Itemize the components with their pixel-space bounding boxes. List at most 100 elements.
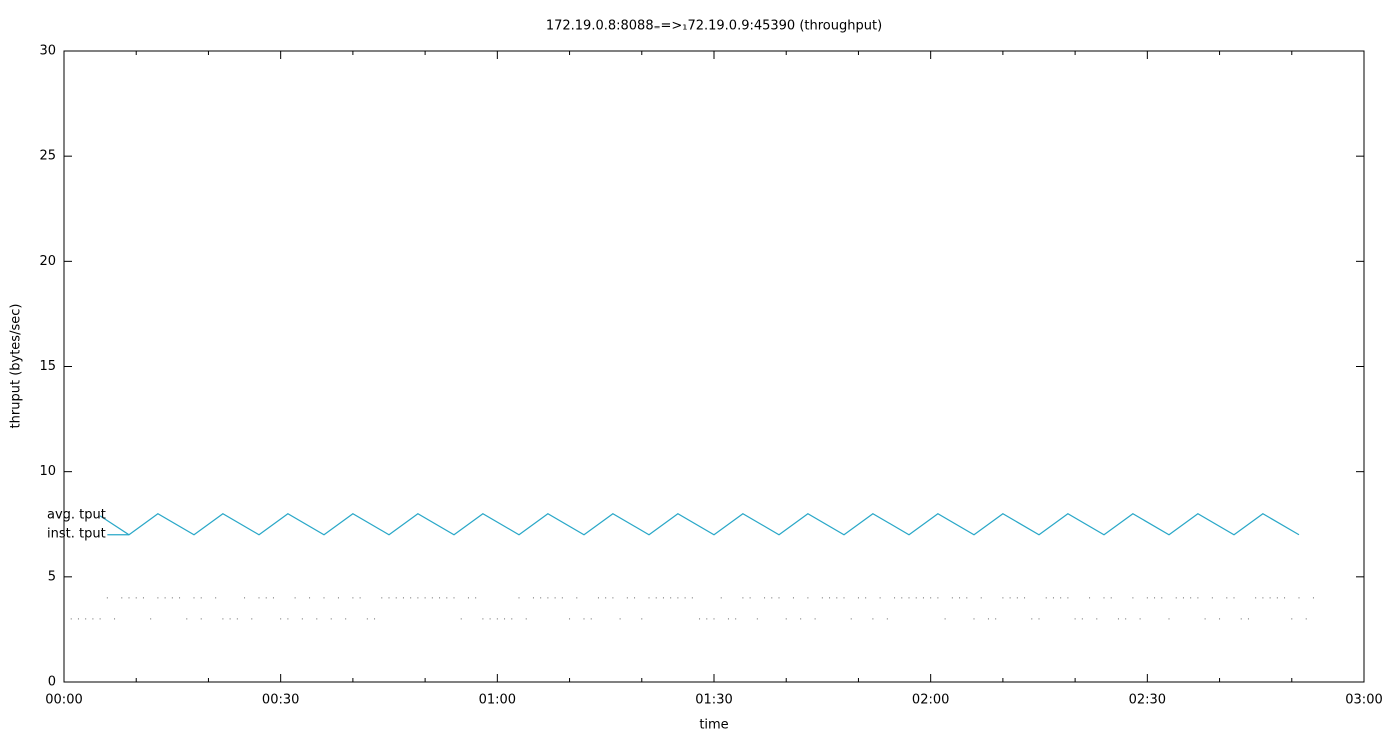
x-axis-label: time [699,718,728,733]
data-point [171,597,173,599]
data-point [1247,618,1249,620]
data-point [164,597,166,599]
data-point [460,618,462,620]
data-point [1298,597,1300,599]
data-point [114,618,116,620]
data-point [807,597,809,599]
data-point [554,597,556,599]
data-point [576,597,578,599]
data-point [836,597,838,599]
y-tick-label: 30 [39,44,56,59]
data-point [294,597,296,599]
x-tick-label: 03:00 [1345,693,1382,708]
data-point [1103,597,1105,599]
data-point [1110,597,1112,599]
data-point [655,597,657,599]
data-point [894,597,896,599]
data-point [200,618,202,620]
data-point [1117,618,1119,620]
data-point [951,597,953,599]
series-label: avg. tput [47,507,106,522]
data-point [330,618,332,620]
data-point [424,597,426,599]
data-point [727,618,729,620]
series-label: inst. tput [47,526,106,541]
chart-title: 172.19.0.8:8088₌=>₁72.19.0.9:45390 (thro… [546,19,882,34]
data-point [1168,618,1170,620]
data-point [843,597,845,599]
data-point [684,597,686,599]
data-point [1226,597,1228,599]
data-point [1146,597,1148,599]
data-point [1190,597,1192,599]
data-point [980,597,982,599]
data-point [532,597,534,599]
data-point [150,618,152,620]
data-point [186,618,188,620]
data-point [1211,597,1213,599]
data-point [1096,618,1098,620]
data-point [142,597,144,599]
data-point [352,597,354,599]
data-point [1291,618,1293,620]
data-point [713,618,715,620]
data-point [792,597,794,599]
data-point [121,597,123,599]
data-point [1204,618,1206,620]
data-point [99,618,101,620]
data-point [251,618,253,620]
data-point [345,618,347,620]
data-point [605,597,607,599]
data-point [410,597,412,599]
data-point [1081,618,1083,620]
data-point [1074,618,1076,620]
data-point [359,597,361,599]
data-point [720,597,722,599]
data-point [872,618,874,620]
data-point [453,597,455,599]
data-point [258,597,260,599]
data-point [309,597,311,599]
data-point [482,618,484,620]
data-point [193,597,195,599]
data-point [439,597,441,599]
data-point [699,618,701,620]
data-point [641,618,643,620]
data-point [1016,597,1018,599]
y-tick-label: 25 [39,149,56,164]
data-point [1182,597,1184,599]
data-point [1255,597,1257,599]
data-point [518,597,520,599]
data-point [937,597,939,599]
data-point [1132,597,1134,599]
data-point [402,597,404,599]
data-point [157,597,159,599]
data-point [366,618,368,620]
data-point [511,618,513,620]
data-point [987,618,989,620]
data-point [821,597,823,599]
data-point [915,597,917,599]
data-point [1045,597,1047,599]
data-point [1009,597,1011,599]
data-point [323,597,325,599]
data-point [583,618,585,620]
data-point [995,618,997,620]
data-point [222,618,224,620]
data-point [236,618,238,620]
data-point [1175,597,1177,599]
data-point [92,618,94,620]
data-point [850,618,852,620]
data-point [1233,597,1235,599]
data-point [215,597,217,599]
y-tick-label: 5 [48,569,56,584]
data-point [504,618,506,620]
data-point [901,597,903,599]
data-point [569,618,571,620]
data-point [475,597,477,599]
data-point [648,597,650,599]
data-point [1052,597,1054,599]
y-tick-label: 0 [48,675,56,690]
data-point [922,597,924,599]
